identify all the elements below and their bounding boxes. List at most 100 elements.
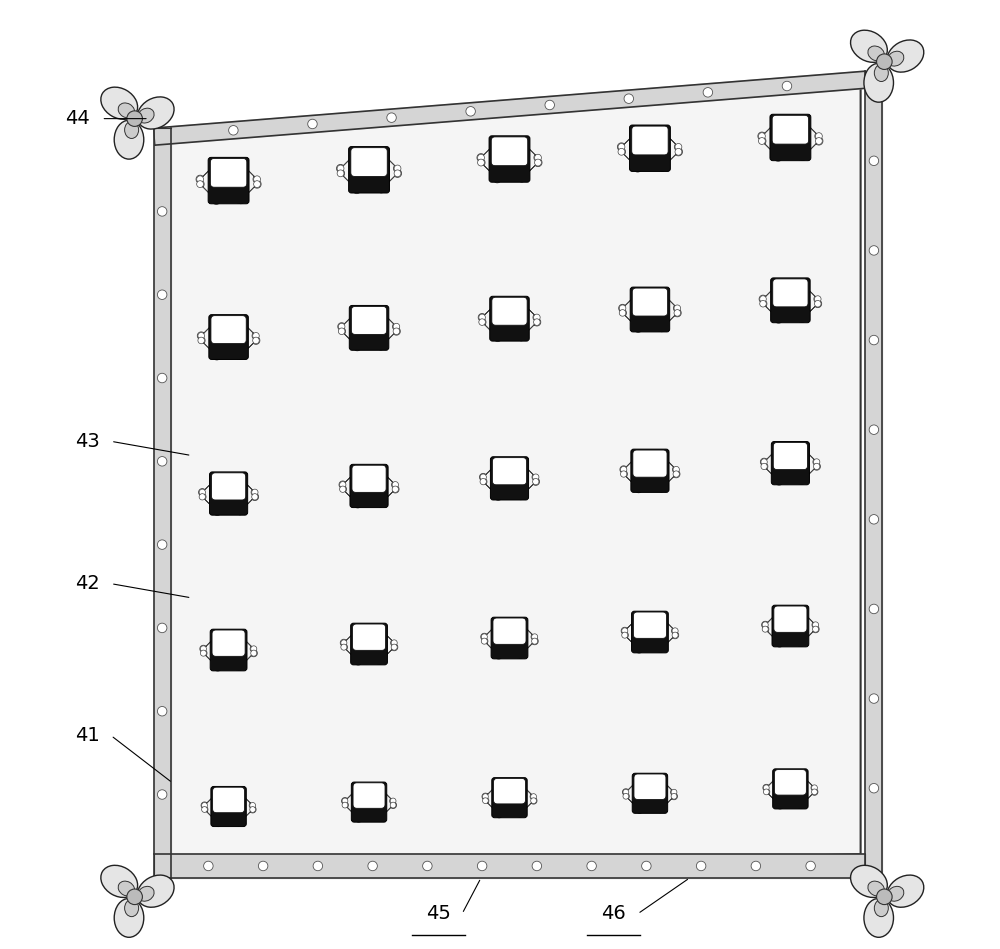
FancyBboxPatch shape — [633, 612, 666, 639]
Polygon shape — [658, 613, 678, 635]
Circle shape — [623, 790, 629, 795]
FancyBboxPatch shape — [492, 777, 527, 818]
Circle shape — [258, 862, 268, 871]
Circle shape — [391, 640, 397, 646]
Circle shape — [532, 862, 542, 871]
Polygon shape — [659, 126, 681, 151]
FancyBboxPatch shape — [352, 624, 386, 650]
Circle shape — [624, 94, 634, 103]
Polygon shape — [759, 281, 783, 302]
Circle shape — [157, 207, 167, 216]
Polygon shape — [236, 494, 259, 514]
Polygon shape — [759, 137, 781, 161]
Circle shape — [517, 653, 523, 659]
Polygon shape — [201, 790, 222, 808]
Circle shape — [353, 186, 360, 193]
Circle shape — [496, 811, 502, 817]
Circle shape — [658, 452, 664, 457]
Circle shape — [531, 798, 536, 804]
FancyBboxPatch shape — [349, 306, 389, 350]
Circle shape — [637, 775, 642, 781]
Circle shape — [812, 789, 817, 794]
Circle shape — [477, 862, 487, 871]
Circle shape — [762, 622, 768, 628]
Circle shape — [341, 644, 347, 650]
Circle shape — [157, 706, 167, 716]
Polygon shape — [336, 149, 361, 172]
FancyBboxPatch shape — [773, 442, 807, 470]
Polygon shape — [482, 780, 503, 799]
Polygon shape — [517, 639, 538, 658]
Polygon shape — [798, 771, 817, 791]
Polygon shape — [517, 479, 540, 499]
Circle shape — [390, 802, 396, 808]
Circle shape — [798, 772, 804, 777]
Circle shape — [533, 478, 539, 485]
Circle shape — [254, 176, 260, 182]
Polygon shape — [478, 299, 502, 320]
Polygon shape — [342, 785, 362, 804]
Circle shape — [761, 463, 767, 470]
Circle shape — [377, 659, 383, 664]
Circle shape — [637, 807, 642, 813]
FancyBboxPatch shape — [212, 630, 245, 657]
Circle shape — [254, 180, 260, 188]
Circle shape — [760, 301, 766, 307]
Ellipse shape — [114, 899, 144, 938]
Circle shape — [377, 467, 383, 473]
Circle shape — [378, 186, 385, 193]
Circle shape — [777, 803, 783, 809]
Polygon shape — [378, 466, 398, 489]
FancyBboxPatch shape — [633, 450, 667, 477]
Circle shape — [353, 149, 360, 156]
Circle shape — [237, 197, 244, 204]
FancyBboxPatch shape — [352, 465, 386, 493]
Circle shape — [378, 344, 384, 350]
Polygon shape — [762, 608, 783, 627]
Circle shape — [763, 789, 769, 794]
Circle shape — [799, 117, 806, 123]
Circle shape — [392, 486, 398, 493]
FancyBboxPatch shape — [490, 456, 529, 500]
Polygon shape — [340, 626, 362, 645]
Circle shape — [197, 180, 204, 188]
Circle shape — [377, 501, 383, 508]
Circle shape — [199, 489, 205, 495]
Circle shape — [813, 622, 819, 628]
Polygon shape — [518, 619, 537, 641]
Circle shape — [869, 335, 879, 344]
Circle shape — [776, 444, 782, 450]
Circle shape — [618, 148, 625, 156]
Circle shape — [675, 148, 682, 156]
Circle shape — [621, 466, 627, 473]
Circle shape — [393, 324, 400, 330]
Circle shape — [799, 316, 805, 323]
Circle shape — [250, 803, 256, 809]
FancyBboxPatch shape — [210, 629, 247, 671]
Circle shape — [535, 155, 541, 161]
FancyBboxPatch shape — [493, 618, 526, 644]
Circle shape — [481, 634, 487, 640]
Circle shape — [341, 640, 347, 646]
Text: 42: 42 — [75, 574, 100, 593]
Ellipse shape — [887, 40, 924, 72]
FancyBboxPatch shape — [492, 457, 527, 485]
Polygon shape — [798, 626, 819, 646]
Circle shape — [618, 143, 625, 150]
Circle shape — [635, 486, 642, 493]
Circle shape — [534, 314, 540, 321]
Circle shape — [869, 694, 879, 703]
Circle shape — [658, 613, 664, 620]
Circle shape — [777, 607, 783, 614]
Polygon shape — [479, 459, 502, 480]
Circle shape — [775, 154, 782, 160]
Circle shape — [658, 326, 665, 332]
Circle shape — [763, 785, 769, 791]
Circle shape — [799, 478, 805, 485]
Ellipse shape — [118, 881, 135, 896]
Circle shape — [799, 444, 805, 450]
Ellipse shape — [101, 865, 138, 898]
Circle shape — [621, 471, 627, 477]
FancyBboxPatch shape — [208, 158, 249, 204]
Polygon shape — [338, 308, 361, 329]
